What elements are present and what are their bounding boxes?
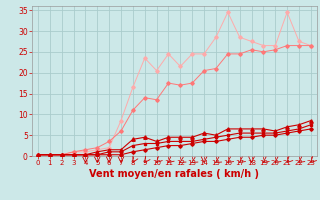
X-axis label: Vent moyen/en rafales ( km/h ): Vent moyen/en rafales ( km/h ) bbox=[89, 169, 260, 179]
